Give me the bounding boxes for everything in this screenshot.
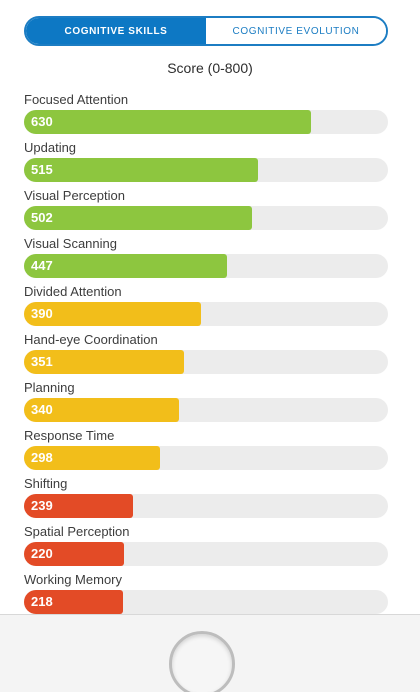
device-bottom-bar: [0, 614, 420, 692]
skill-row: Spatial Perception 220: [24, 524, 388, 572]
skill-score: 220: [31, 546, 53, 561]
skill-score: 630: [31, 114, 53, 129]
skill-score: 515: [31, 162, 53, 177]
skill-label: Shifting: [24, 476, 68, 491]
skill-score: 447: [31, 258, 53, 273]
skill-row: Updating 515: [24, 140, 388, 188]
skill-bar-fill: 447: [24, 254, 228, 278]
skill-score: 218: [31, 594, 53, 609]
skill-label: Visual Scanning: [24, 236, 117, 251]
skill-bar-track: 298: [24, 446, 388, 470]
skill-score: 340: [31, 402, 53, 417]
skills-list: Focused Attention 630 Updating 515 Visua…: [24, 92, 388, 620]
skill-bar-track: 351: [24, 350, 388, 374]
skill-row: Shifting 239: [24, 476, 388, 524]
skill-bar-track: 447: [24, 254, 388, 278]
tab-cognitive-evolution[interactable]: COGNITIVE EVOLUTION: [206, 18, 386, 44]
skill-label: Response Time: [24, 428, 115, 443]
tab-switcher: COGNITIVE SKILLS COGNITIVE EVOLUTION: [24, 16, 388, 46]
skill-label: Spatial Perception: [24, 524, 130, 539]
skill-bar-track: 340: [24, 398, 388, 422]
skill-bar-fill: 340: [24, 398, 179, 422]
skill-score: 390: [31, 306, 53, 321]
skill-bar-track: 390: [24, 302, 388, 326]
skill-row: Divided Attention 390: [24, 284, 388, 332]
skill-label: Planning: [24, 380, 75, 395]
skill-bar-fill: 298: [24, 446, 160, 470]
skill-label: Hand-eye Coordination: [24, 332, 158, 347]
skill-score: 502: [31, 210, 53, 225]
skill-row: Hand-eye Coordination 351: [24, 332, 388, 380]
skill-bar-fill: 390: [24, 302, 202, 326]
skill-bar-track: 515: [24, 158, 388, 182]
skill-bar-track: 220: [24, 542, 388, 566]
skill-label: Focused Attention: [24, 92, 129, 107]
skill-row: Response Time 298: [24, 428, 388, 476]
skill-row: Focused Attention 630: [24, 92, 388, 140]
skill-bar-fill: 218: [24, 590, 124, 614]
skill-bar-fill: 239: [24, 494, 133, 518]
skill-row: Visual Scanning 447: [24, 236, 388, 284]
skill-bar-track: 218: [24, 590, 388, 614]
score-title: Score (0-800): [167, 60, 253, 76]
skill-bar-track: 630: [24, 110, 388, 134]
skill-row: Working Memory 218: [24, 572, 388, 620]
skill-bar-track: 239: [24, 494, 388, 518]
skill-score: 239: [31, 498, 53, 513]
tab-cognitive-skills[interactable]: COGNITIVE SKILLS: [26, 18, 206, 44]
skill-label: Visual Perception: [24, 188, 125, 203]
home-button[interactable]: [169, 631, 235, 692]
skill-label: Updating: [24, 140, 77, 155]
skill-bar-fill: 220: [24, 542, 125, 566]
skill-bar-fill: 502: [24, 206, 253, 230]
skill-row: Visual Perception 502: [24, 188, 388, 236]
skill-bar-fill: 630: [24, 110, 311, 134]
skill-bar-track: 502: [24, 206, 388, 230]
skill-label: Divided Attention: [24, 284, 122, 299]
skill-row: Planning 340: [24, 380, 388, 428]
skill-bar-fill: 515: [24, 158, 259, 182]
skill-label: Working Memory: [24, 572, 123, 587]
skill-score: 351: [31, 354, 53, 369]
skill-bar-fill: 351: [24, 350, 184, 374]
skill-score: 298: [31, 450, 53, 465]
